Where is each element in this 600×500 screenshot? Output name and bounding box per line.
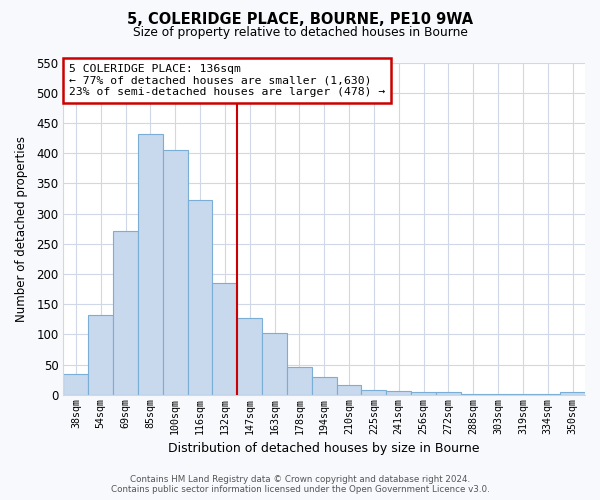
Bar: [287, 367, 312, 395]
Bar: [560, 392, 585, 395]
Bar: [337, 384, 361, 395]
Text: 5, COLERIDGE PLACE, BOURNE, PE10 9WA: 5, COLERIDGE PLACE, BOURNE, PE10 9WA: [127, 12, 473, 28]
Bar: [485, 394, 511, 395]
Bar: [212, 283, 237, 395]
Bar: [386, 392, 411, 395]
X-axis label: Distribution of detached houses by size in Bourne: Distribution of detached houses by size …: [169, 442, 480, 455]
Bar: [461, 394, 485, 395]
Bar: [88, 314, 113, 395]
Text: 5 COLERIDGE PLACE: 136sqm
← 77% of detached houses are smaller (1,630)
23% of se: 5 COLERIDGE PLACE: 136sqm ← 77% of detac…: [68, 64, 385, 98]
Bar: [64, 374, 88, 395]
Bar: [163, 150, 188, 395]
Text: Contains HM Land Registry data © Crown copyright and database right 2024.
Contai: Contains HM Land Registry data © Crown c…: [110, 474, 490, 494]
Bar: [138, 134, 163, 395]
Bar: [188, 200, 212, 395]
Bar: [262, 332, 287, 395]
Bar: [535, 394, 560, 395]
Text: Size of property relative to detached houses in Bourne: Size of property relative to detached ho…: [133, 26, 467, 39]
Bar: [411, 392, 436, 395]
Y-axis label: Number of detached properties: Number of detached properties: [15, 136, 28, 322]
Bar: [312, 377, 337, 395]
Bar: [113, 230, 138, 395]
Bar: [361, 390, 386, 395]
Bar: [237, 318, 262, 395]
Bar: [511, 394, 535, 395]
Bar: [436, 392, 461, 395]
